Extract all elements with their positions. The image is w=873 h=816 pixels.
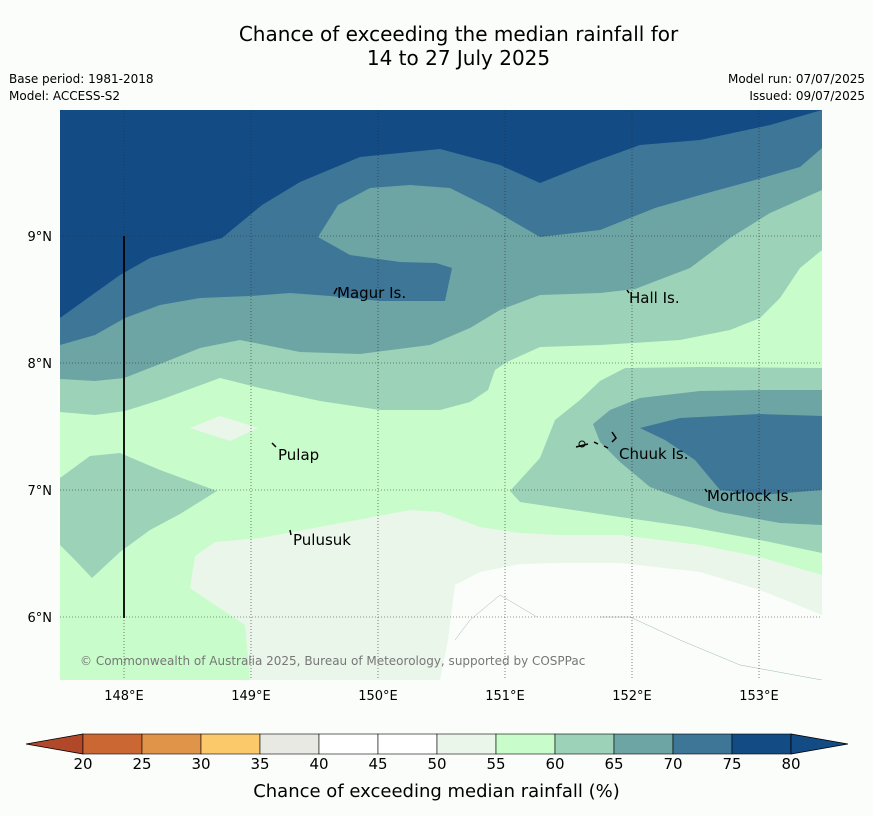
meta-left: Base period: 1981-2018 Model: ACCESS-S2 bbox=[9, 71, 154, 105]
band-75-east-patch bbox=[640, 414, 822, 495]
colorbar-tick-label: 20 bbox=[73, 755, 93, 773]
colorbar-tick-label: 70 bbox=[663, 755, 683, 773]
lon-tick-label: 151°E bbox=[485, 689, 525, 704]
colorbar bbox=[25, 733, 849, 755]
colorbar-segment bbox=[613, 733, 674, 755]
base-period: Base period: 1981-2018 bbox=[9, 72, 154, 86]
band-55-west-blob bbox=[190, 416, 258, 441]
title-line-2: 14 to 27 July 2025 bbox=[366, 46, 551, 70]
colorbar-title: Chance of exceeding median rainfall (%) bbox=[253, 781, 620, 802]
lon-tick-label: 149°E bbox=[231, 689, 271, 704]
colorbar-tick-label: 60 bbox=[545, 755, 565, 773]
colorbar-tick-label: 30 bbox=[191, 755, 211, 773]
title-line-1: Chance of exceeding the median rainfall … bbox=[238, 22, 679, 46]
lon-tick-label: 148°E bbox=[104, 689, 144, 704]
colorbar-tick-label: 45 bbox=[368, 755, 388, 773]
place-label: Chuuk Is. bbox=[619, 445, 688, 463]
colorbar-tick-label: 65 bbox=[604, 755, 624, 773]
colorbar-segment bbox=[554, 733, 615, 755]
lon-axis: 148°E 149°E 150°E 151°E 152°E 153°E bbox=[104, 689, 779, 704]
meta-right: Model run: 07/07/2025 Issued: 09/07/2025 bbox=[728, 71, 865, 105]
place-label: Pulusuk bbox=[293, 531, 351, 549]
colorbar-tick-label: 25 bbox=[132, 755, 152, 773]
colorbar-tick-label: 50 bbox=[427, 755, 447, 773]
island-markers bbox=[271, 287, 708, 536]
colorbar-tick-label: 40 bbox=[309, 755, 329, 773]
colorbar-tick-label: 55 bbox=[486, 755, 506, 773]
colorbar-segment bbox=[377, 733, 438, 755]
colorbar-tick-label: 80 bbox=[781, 755, 801, 773]
model-name: Model: ACCESS-S2 bbox=[9, 89, 121, 103]
lat-tick-label: 8°N bbox=[28, 357, 53, 372]
colorbar-tick-label: 75 bbox=[722, 755, 742, 773]
band-50 bbox=[440, 563, 822, 680]
contour-lines bbox=[454, 594, 822, 680]
lat-tick-label: 7°N bbox=[28, 484, 53, 499]
lon-tick-label: 150°E bbox=[358, 689, 398, 704]
lat-tick-label: 9°N bbox=[28, 230, 53, 245]
place-label: Mortlock Is. bbox=[707, 487, 793, 505]
colorbar-segment bbox=[141, 733, 202, 755]
lon-tick-label: 153°E bbox=[739, 689, 779, 704]
place-label: Pulap bbox=[278, 446, 319, 464]
map-title: Chance of exceeding the median rainfall … bbox=[0, 22, 873, 70]
colorbar-segment bbox=[436, 733, 497, 755]
colorbar-over-arrow bbox=[790, 733, 849, 755]
contour-layers bbox=[60, 110, 822, 680]
colorbar-segment bbox=[259, 733, 320, 755]
colorbar-segment bbox=[731, 733, 792, 755]
colorbar-segment bbox=[82, 733, 143, 755]
colorbar-tick-label: 35 bbox=[250, 755, 270, 773]
colorbar-segment bbox=[318, 733, 379, 755]
colorbar-segment bbox=[495, 733, 556, 755]
colorbar-segment bbox=[200, 733, 261, 755]
lat-tick-label: 6°N bbox=[28, 611, 53, 626]
band-65-west-patch bbox=[60, 453, 217, 578]
lat-axis: 9°N 8°N 7°N 6°N bbox=[28, 230, 53, 626]
colorbar-tick-labels: 20 25 30 35 40 45 50 55 60 65 70 75 80 bbox=[0, 755, 873, 777]
lon-tick-label: 152°E bbox=[612, 689, 652, 704]
issued-date: Issued: 09/07/2025 bbox=[749, 89, 865, 103]
place-label: Hall Is. bbox=[629, 289, 680, 307]
copyright-notice: © Commonwealth of Australia 2025, Bureau… bbox=[80, 654, 585, 668]
colorbar-segment bbox=[672, 733, 733, 755]
place-label: Magur Is. bbox=[337, 284, 406, 302]
colorbar-under-arrow bbox=[25, 733, 84, 755]
model-run: Model run: 07/07/2025 bbox=[727, 72, 865, 86]
